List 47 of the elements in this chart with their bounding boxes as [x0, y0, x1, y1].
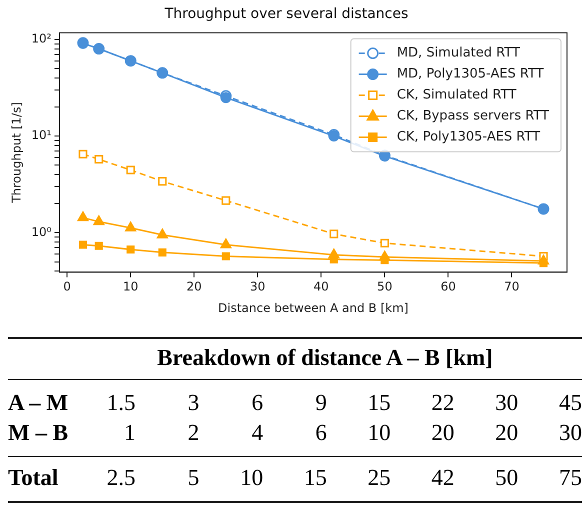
text: 5	[188, 465, 200, 490]
text: 4	[252, 420, 264, 445]
text: 20	[431, 420, 454, 445]
x-tick-label: 50	[377, 280, 392, 294]
text: 10	[240, 465, 264, 490]
y-axis-title: Throughput [1/s]	[9, 102, 24, 204]
legend-label: CK, Simulated RTT	[396, 88, 516, 103]
text: 50	[495, 465, 518, 490]
text: 1.5	[106, 390, 136, 415]
text: 1	[124, 420, 136, 445]
text: 30	[495, 390, 518, 415]
x-axis-title: Distance between A and B [km]	[218, 300, 408, 315]
y-tick-label: 10¹	[31, 128, 52, 142]
legend-label: MD, Poly1305-AES RTT	[396, 66, 544, 82]
category-label: M – B	[8, 420, 68, 445]
text: 20	[495, 420, 518, 445]
legend-label: CK, Bypass servers RTT	[396, 108, 550, 124]
y-tick-label: 10⁰	[31, 224, 52, 239]
text: 42	[431, 465, 454, 490]
x-tick-label: 10	[122, 280, 138, 294]
x-tick-label: 70	[504, 280, 520, 294]
text: 15	[368, 390, 391, 415]
text: 15	[304, 465, 327, 490]
text: 9	[315, 390, 327, 415]
text: 30	[559, 420, 582, 445]
x-tick-label: 30	[250, 280, 266, 294]
legend-label: MD, Simulated RTT	[396, 46, 520, 61]
text: 25	[368, 465, 391, 490]
x-tick-label: 60	[440, 280, 456, 294]
text: 10	[368, 420, 391, 445]
x-tick-label: 0	[63, 280, 71, 294]
y-tick-label: 10²	[31, 32, 52, 46]
text: Breakdown of distance A – B [km]	[8, 338, 582, 380]
text: 2.5	[106, 465, 136, 490]
x-tick-label: 20	[186, 280, 202, 294]
text: 22	[431, 390, 454, 415]
category-label: Total	[8, 465, 58, 490]
text: 6	[252, 390, 264, 415]
legend-label: CK, Poly1305-AES RTT	[396, 130, 540, 145]
text: 45	[559, 390, 582, 415]
text: 6	[315, 420, 327, 445]
category-label: A – M	[8, 390, 68, 415]
text: 75	[559, 465, 582, 490]
text: 2	[188, 420, 200, 445]
x-tick-label: 40	[314, 280, 329, 294]
text: 3	[188, 390, 200, 415]
chart-title: Throughput over several distances	[164, 6, 408, 22]
